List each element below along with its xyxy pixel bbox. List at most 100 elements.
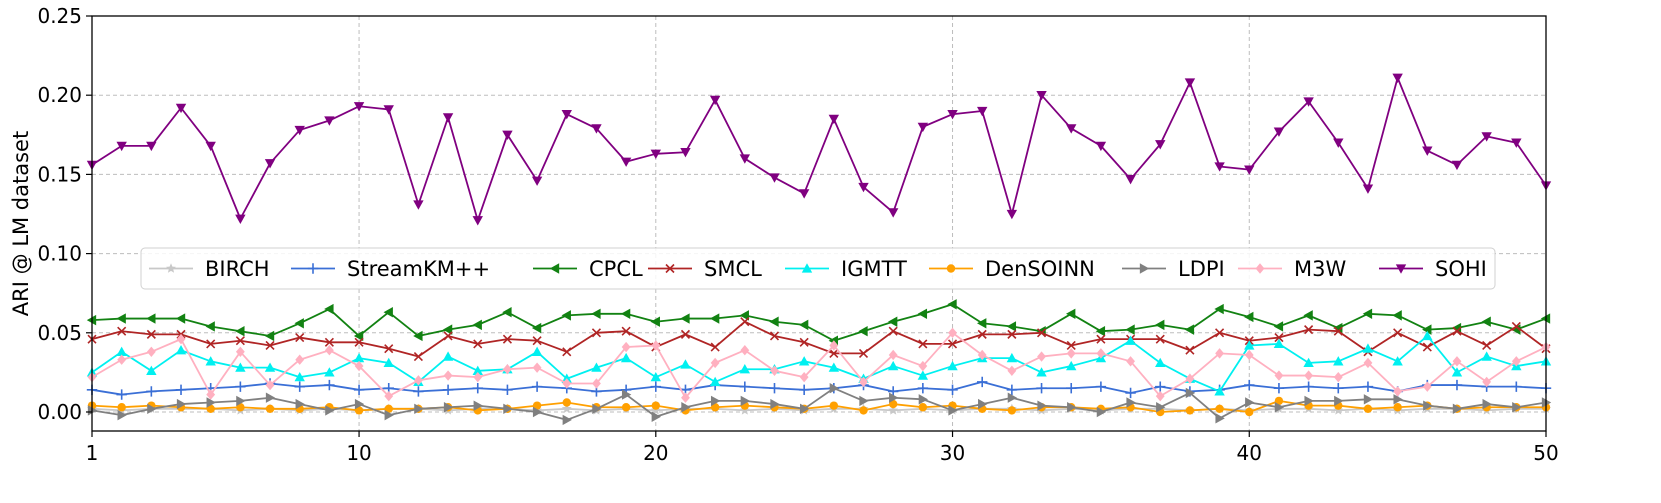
data-point-sohi (413, 200, 424, 210)
data-point-birch (650, 405, 661, 415)
data-point-cpcl (561, 310, 571, 321)
data-point-m3w (1185, 373, 1195, 384)
data-point-cpcl (531, 322, 542, 334)
data-point-sohi (1481, 132, 1492, 142)
data-point-ldpi (1393, 394, 1403, 405)
data-point-m3w (1037, 351, 1046, 362)
legend-item-smcl: SMCL (648, 257, 762, 281)
legend-label-ldpi: LDPI (1178, 257, 1225, 281)
legend-marker-ldpi (1139, 263, 1150, 274)
data-point-streamkm (1303, 381, 1314, 392)
data-point-m3w (740, 345, 750, 356)
data-point-cpcl (1155, 319, 1165, 331)
data-point-cpcl (1303, 310, 1313, 321)
data-point-sohi (531, 176, 543, 186)
data-point-sohi (353, 102, 365, 112)
data-point-smcl (947, 339, 958, 349)
data-point-cpcl (442, 324, 453, 335)
series-ldpi (87, 383, 1552, 426)
data-point-birch (739, 405, 750, 415)
data-point-ldpi (325, 405, 335, 416)
data-point-igmtt (531, 346, 543, 356)
data-point-ldpi (443, 402, 454, 413)
data-point-m3w (1452, 356, 1462, 367)
legend-item-igmtt: IGMTT (785, 257, 907, 281)
data-point-streamkm (1273, 383, 1285, 394)
data-point-ldpi (1185, 387, 1196, 399)
data-point-sohi (1303, 97, 1314, 107)
data-point-streamkm (324, 379, 335, 391)
data-point-m3w (1215, 348, 1225, 359)
data-point-smcl (413, 351, 423, 362)
legend-item-m3w: M3W (1238, 257, 1346, 281)
data-point-igmtt (887, 360, 899, 371)
data-point-sohi (1244, 165, 1255, 175)
data-point-sohi (1451, 160, 1463, 171)
data-point-densoinn (265, 404, 275, 414)
data-point-densoinn (354, 406, 364, 415)
data-point-cpcl (1184, 324, 1195, 335)
data-point-cpcl (1362, 308, 1373, 319)
data-point-cpcl (235, 326, 245, 337)
data-point-cpcl (175, 313, 186, 324)
data-point-ldpi (592, 403, 602, 415)
data-point-smcl (710, 342, 720, 352)
data-point-cpcl (353, 330, 364, 342)
y-tick-label: 0.05 (37, 321, 82, 345)
series-sohi (86, 73, 1552, 226)
data-point-igmtt (1006, 352, 1018, 363)
data-point-streamkm (1451, 379, 1463, 391)
data-point-smcl (1096, 334, 1106, 344)
data-point-m3w (859, 376, 868, 388)
data-point-ldpi (176, 398, 187, 410)
data-point-sohi (650, 149, 661, 160)
data-point-streamkm (1244, 379, 1255, 391)
data-point-m3w (1363, 357, 1373, 369)
data-point-cpcl (383, 307, 393, 318)
data-point-smcl (1482, 340, 1492, 351)
data-point-m3w (443, 370, 453, 381)
data-point-m3w (473, 371, 483, 383)
data-point-cpcl (709, 313, 720, 324)
data-point-sohi (858, 182, 869, 193)
data-point-smcl (1333, 326, 1343, 336)
data-point-cpcl (413, 330, 423, 342)
data-point-m3w (651, 340, 661, 351)
data-point-cpcl (1125, 324, 1135, 335)
data-point-densoinn (1007, 406, 1017, 415)
legend-item-cpcl: CPCL (533, 257, 643, 281)
data-point-smcl (680, 329, 691, 339)
data-point-sohi (1095, 141, 1107, 152)
data-point-smcl (146, 329, 156, 339)
data-point-cpcl (294, 318, 304, 329)
data-point-cpcl (1451, 322, 1462, 334)
data-point-sohi (324, 116, 335, 126)
data-point-sohi (442, 113, 454, 123)
data-point-birch (1333, 405, 1344, 415)
data-point-densoinn (117, 403, 126, 412)
data-point-igmtt (1303, 357, 1314, 368)
data-point-densoinn (710, 403, 720, 412)
data-point-smcl (1274, 332, 1284, 343)
data-point-streamkm (947, 384, 958, 396)
data-point-ldpi (1482, 398, 1492, 410)
legend-label-densoinn: DenSOINN (985, 257, 1095, 281)
data-point-igmtt (1125, 335, 1136, 345)
data-point-cpcl (324, 303, 334, 315)
plot-frame (91, 15, 1547, 432)
data-point-igmtt (947, 360, 958, 371)
data-point-smcl (384, 344, 394, 354)
data-point-densoinn (918, 403, 928, 412)
series-line-streamkm (91, 380, 1547, 396)
series-line-cpcl (91, 303, 1547, 342)
data-point-cpcl (472, 319, 482, 331)
data-point-m3w (1333, 371, 1343, 383)
data-point-sohi (561, 110, 572, 120)
data-point-densoinn (236, 403, 245, 412)
data-point-ldpi (859, 395, 869, 407)
data-point-streamkm (1362, 381, 1374, 392)
data-point-m3w (1304, 370, 1314, 381)
x-tick-label: 20 (643, 441, 668, 465)
data-point-igmtt (1451, 367, 1463, 377)
legend-label-cpcl: CPCL (589, 257, 643, 281)
